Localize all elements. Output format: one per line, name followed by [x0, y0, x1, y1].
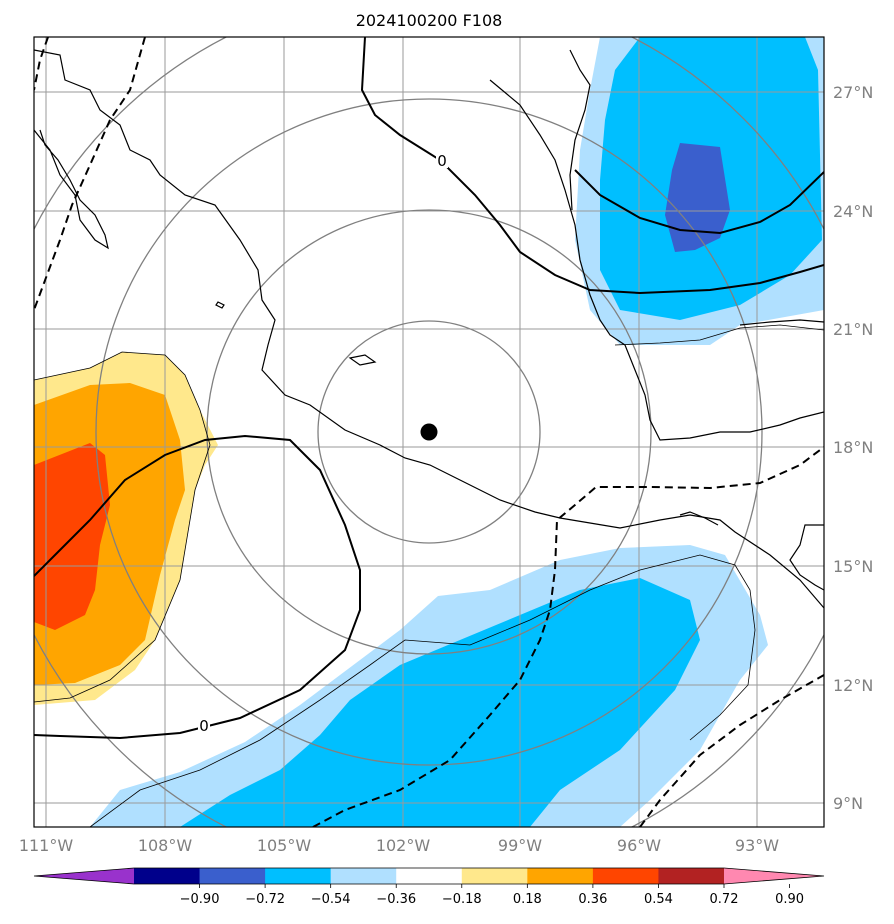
- lon-tick-label: 93°W: [735, 836, 779, 855]
- colorbar-outline: [33, 867, 825, 885]
- shade-red-west: [34, 443, 110, 630]
- thin-contours: [34, 324, 824, 827]
- lon-tick-label: 99°W: [498, 836, 542, 855]
- colorbar: −0.90 −0.72 −0.54 −0.36 −0.18 0.18 0.36 0.54 0.7…: [33, 867, 825, 907]
- coastline-baja-peninsula: [34, 129, 109, 250]
- zero-contours: [34, 37, 824, 740]
- thin-contour-west: [34, 351, 211, 703]
- coastline-baja-gulf-west: [34, 49, 824, 609]
- colorbar-tick-label: −0.90: [180, 892, 220, 907]
- dashed-contours: [34, 37, 824, 827]
- lat-tick-label: 24°N: [833, 202, 873, 221]
- lon-tick-label: 105°W: [257, 836, 312, 855]
- colorbar-segment: [134, 868, 201, 884]
- lat-tick-label: 18°N: [833, 438, 873, 457]
- zero-contour-ne-loop: [574, 169, 824, 235]
- thin-contour-ne: [614, 324, 824, 346]
- dashed-contour-nw-edge: [34, 37, 49, 91]
- colorbar-tick-label: 0.18: [513, 892, 542, 907]
- dashed-contour-se: [639, 674, 824, 827]
- gridlines: [34, 37, 824, 827]
- storm-center-marker: [420, 423, 438, 441]
- shading-layer: [34, 37, 824, 827]
- colorbar-segment: [592, 868, 659, 884]
- longitude-tick-labels: 111°W 108°W 105°W 102°W 99°W 96°W 93°W: [19, 836, 779, 855]
- contour-label-southwest: 0: [199, 717, 209, 735]
- colorbar-segment: [396, 868, 463, 884]
- lon-tick-label: 108°W: [138, 836, 193, 855]
- colorbar-tick-label: −0.72: [245, 892, 285, 907]
- thin-contour-south: [89, 554, 756, 827]
- contour-labels: 0 0: [198, 152, 448, 735]
- coastline-central-america: [789, 524, 824, 591]
- colorbar-segment: [658, 868, 725, 884]
- colorbar-tick-label: −0.54: [311, 892, 351, 907]
- colorbar-tick-label: 0.90: [775, 892, 804, 907]
- lat-tick-label: 27°N: [833, 83, 873, 102]
- colorbar-extend-max: [724, 868, 824, 884]
- coastline-texas: [569, 49, 591, 211]
- coastline-islands: [215, 301, 719, 526]
- colorbar-segment: [330, 868, 397, 884]
- lon-tick-label: 96°W: [617, 836, 661, 855]
- lat-tick-label: 9°N: [833, 794, 863, 813]
- map-title: 2024100200 F108: [356, 11, 503, 30]
- colorbar-segment: [461, 868, 528, 884]
- colorbar-extend-min: [34, 868, 134, 884]
- zero-contour-north: [360, 37, 824, 295]
- shade-blue-south: [180, 578, 700, 827]
- colorbar-tick-label: 0.36: [578, 892, 607, 907]
- zero-contour-southwest: [34, 434, 361, 740]
- colorbar-segment: [199, 868, 266, 884]
- map-area: 0 0: [34, 37, 824, 827]
- shade-darkblue-ne: [665, 143, 730, 252]
- latitude-tick-labels: 27°N 24°N 21°N 18°N 15°N 12°N 9°N: [833, 83, 873, 813]
- coastline-gulf-of-mexico: [489, 79, 824, 441]
- lat-tick-label: 21°N: [833, 320, 873, 339]
- colorbar-segment: [265, 868, 332, 884]
- dashed-contour-south: [312, 446, 824, 827]
- lon-tick-label: 111°W: [19, 836, 74, 855]
- lat-tick-label: 12°N: [833, 676, 873, 695]
- range-rings: [34, 37, 824, 827]
- coastlines: [34, 49, 824, 609]
- lat-tick-label: 15°N: [833, 557, 873, 576]
- colorbar-tick-label: 0.54: [644, 892, 673, 907]
- colorbar-tick-label: −0.36: [376, 892, 416, 907]
- colorbar-tick-label: −0.18: [442, 892, 482, 907]
- contour-label-north: 0: [437, 152, 447, 170]
- map-frame: [33, 36, 825, 828]
- lon-tick-label: 102°W: [376, 836, 431, 855]
- coastline-yucatan: [739, 319, 824, 326]
- dashed-contour-nw: [34, 37, 146, 311]
- colorbar-segment: [527, 868, 594, 884]
- colorbar-tick-label: 0.72: [710, 892, 739, 907]
